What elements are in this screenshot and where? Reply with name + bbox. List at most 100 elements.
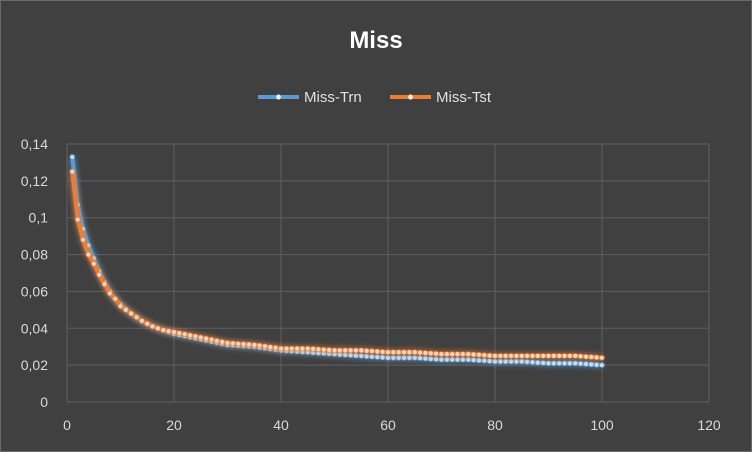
data-point <box>599 362 605 368</box>
data-point <box>305 345 311 352</box>
data-point <box>449 356 455 363</box>
data-point <box>326 347 332 353</box>
data-point <box>444 356 450 363</box>
data-point <box>583 354 589 360</box>
x-tick-label: 100 <box>590 417 614 433</box>
data-point <box>406 349 413 355</box>
data-point <box>149 323 156 330</box>
data-point <box>503 358 509 365</box>
data-point <box>556 360 562 366</box>
data-point <box>593 354 600 361</box>
data-point <box>583 361 589 367</box>
data-point <box>267 344 273 350</box>
data-point <box>347 352 354 358</box>
data-point <box>535 353 541 359</box>
data-point <box>240 341 247 347</box>
data-point <box>545 353 552 359</box>
legend-marker <box>407 94 414 100</box>
data-point <box>492 358 498 365</box>
x-tick-label: 40 <box>273 417 289 433</box>
data-point <box>401 349 407 355</box>
data-point <box>192 333 199 340</box>
data-point <box>529 353 536 359</box>
data-point <box>492 353 498 359</box>
y-axis-ticks: 0 0,02 0,04 0,06 0,08 0,1 0,12 0,14 <box>21 136 48 410</box>
data-point <box>272 345 279 351</box>
data-point <box>133 314 140 320</box>
x-tick-label: 120 <box>697 417 721 433</box>
data-point <box>465 351 471 357</box>
y-tick-label: 0,04 <box>21 320 48 336</box>
data-point <box>171 329 177 335</box>
data-point <box>353 352 359 359</box>
data-point <box>235 341 241 347</box>
data-point <box>588 354 594 360</box>
data-point <box>385 349 391 355</box>
y-tick-label: 0,1 <box>29 210 49 226</box>
data-point <box>294 345 300 352</box>
data-point <box>85 251 92 258</box>
data-point <box>428 356 434 362</box>
data-point <box>438 356 445 363</box>
y-tick-label: 0,14 <box>21 136 48 152</box>
data-point <box>331 347 338 354</box>
data-point <box>401 355 407 361</box>
data-point <box>438 351 445 357</box>
data-point <box>74 216 81 223</box>
data-point <box>379 349 386 355</box>
data-point <box>187 332 193 338</box>
data-point <box>476 352 482 358</box>
grid <box>66 143 710 403</box>
legend: Miss-Trn Miss-Tst <box>258 89 492 106</box>
data-point <box>535 359 541 366</box>
data-point <box>363 353 370 359</box>
data-point <box>449 351 455 357</box>
data-point <box>481 358 487 364</box>
data-point <box>567 360 573 366</box>
data-point <box>358 347 364 354</box>
data-point <box>219 339 225 345</box>
data-point <box>577 361 584 367</box>
data-point <box>513 353 520 359</box>
data-point <box>203 335 209 342</box>
data-point <box>80 237 86 243</box>
data-point <box>551 353 557 359</box>
data-point <box>465 356 471 363</box>
data-point <box>69 154 76 160</box>
data-point <box>139 318 145 324</box>
data-point <box>278 345 284 352</box>
data-point <box>358 353 364 359</box>
data-point <box>497 353 504 359</box>
legend-marker <box>275 94 282 100</box>
data-point <box>454 356 461 363</box>
data-point <box>117 303 124 309</box>
data-point <box>230 340 236 347</box>
data-point <box>513 358 520 365</box>
data-point <box>481 352 487 358</box>
data-point <box>128 310 134 317</box>
data-point <box>342 352 348 358</box>
data-point <box>289 345 295 352</box>
data-point <box>572 360 578 366</box>
data-point <box>540 353 546 359</box>
data-point <box>315 346 322 352</box>
data-point <box>508 353 514 359</box>
data-point <box>310 346 316 352</box>
data-point <box>417 349 423 356</box>
chart-title: Miss <box>349 27 402 54</box>
data-point <box>96 272 102 278</box>
data-point <box>337 347 343 354</box>
data-point <box>524 359 530 365</box>
data-point <box>214 338 220 344</box>
data-point <box>91 261 97 267</box>
data-point <box>503 353 509 359</box>
data-point <box>524 353 530 359</box>
series-layer <box>69 154 605 368</box>
y-tick-label: 0,08 <box>21 247 48 263</box>
data-point <box>283 345 290 352</box>
data-point <box>561 360 568 366</box>
data-point <box>406 355 413 361</box>
series-miss-tst <box>69 168 605 361</box>
y-tick-label: 0 <box>40 394 48 410</box>
